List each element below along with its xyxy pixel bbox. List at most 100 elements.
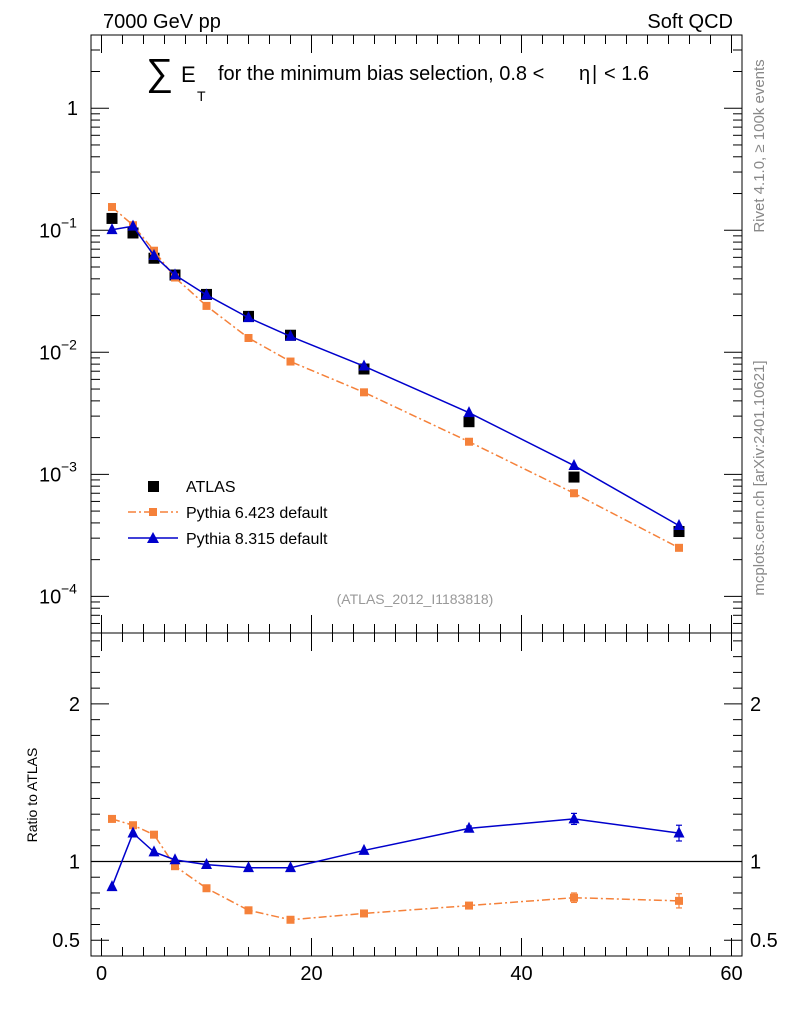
title-tail: < 1.6 — [604, 63, 649, 85]
ratio-x-tick-label: 0 — [96, 963, 107, 985]
ratio-y-tick-label-right: 2 — [750, 694, 761, 716]
legend-marker-atlas — [148, 481, 159, 492]
ratio-point-pythia6 — [465, 901, 473, 910]
ratio-panel-frame — [90, 632, 743, 957]
ratio-y-tick-label: 1 — [69, 851, 80, 873]
ratio-point-pythia6 — [360, 909, 368, 918]
main-y-tick-label-exp: −4 — [61, 580, 77, 596]
data-point-pythia8 — [673, 519, 685, 531]
mcplots-label: mcplots.cern.ch [arXiv:2401.10621] — [751, 360, 768, 595]
main-y-tick-label-base: 10 — [39, 464, 61, 486]
data-point-atlas — [463, 416, 475, 428]
main-y-tick-label-exp: −2 — [61, 336, 77, 352]
ratio-point-pythia6 — [570, 893, 578, 902]
data-point-atlas — [106, 212, 118, 224]
category-label: Soft QCD — [647, 11, 733, 33]
ratio-point-pythia8 — [673, 826, 685, 838]
ratio-y-label: Ratio to ATLAS — [24, 748, 40, 843]
data-point-pythia6 — [465, 437, 473, 446]
data-point-pythia8 — [243, 311, 254, 323]
ratio-point-pythia6 — [675, 896, 683, 905]
legend-label-pythia8: Pythia 8.315 default — [186, 531, 328, 548]
ratio-point-pythia6 — [171, 862, 179, 871]
ratio-point-pythia6 — [150, 830, 158, 839]
main-y-tick-label-base: 10 — [39, 586, 61, 608]
data-point-pythia6 — [202, 301, 211, 310]
main-x-axis — [101, 35, 732, 633]
ratio-point-pythia6 — [202, 884, 211, 893]
data-point-pythia6 — [675, 543, 683, 552]
analysis-watermark: (ATLAS_2012_I1183818) — [337, 591, 494, 607]
ratio-point-pythia8 — [169, 853, 181, 865]
data-point-pythia6 — [244, 333, 253, 342]
ratio-x-tick-label: 40 — [510, 963, 532, 985]
ratio-x-tick-label: 60 — [720, 963, 742, 985]
ratio-point-pythia6 — [108, 814, 116, 823]
data-point-pythia8 — [148, 249, 160, 261]
main-y-tick-label-base: 10 — [39, 220, 61, 242]
data-point-pythia6 — [108, 203, 116, 212]
ratio-point-pythia6 — [286, 915, 295, 924]
legend-label-pythia6: Pythia 6.423 default — [186, 505, 328, 522]
title-subscript-t: T — [197, 88, 206, 104]
data-point-pythia6 — [360, 388, 368, 397]
series-line-pythia6 — [111, 206, 680, 549]
legend-marker-pythia6 — [149, 508, 157, 516]
data-point-pythia8 — [285, 329, 296, 341]
main-y-tick-label-exp: −3 — [61, 458, 77, 474]
ratio-point-pythia8 — [568, 812, 580, 824]
main-y-tick-label: 1 — [67, 98, 78, 120]
data-point-pythia8 — [169, 268, 181, 280]
ratio-point-pythia8 — [358, 843, 370, 855]
data-point-atlas — [568, 471, 580, 483]
data-point-pythia8 — [568, 458, 580, 470]
main-y-axis: 110−110−210−310−4 — [39, 49, 742, 624]
title-eta: η — [579, 63, 590, 85]
legend-entry-pythia8: Pythia 8.315 default — [128, 531, 328, 548]
ratio-point-pythia8 — [106, 880, 118, 892]
data-point-pythia8 — [463, 406, 475, 418]
ratio-x-axis: 0 20 40 60 — [96, 633, 743, 985]
ratio-y-tick-label: 2 — [69, 694, 80, 716]
ratio-x-tick-label: 20 — [300, 963, 322, 985]
legend-label-atlas: ATLAS — [186, 479, 236, 496]
ratio-y-tick-label: 0.5 — [52, 930, 80, 952]
ratio-point-pythia8 — [463, 821, 475, 833]
ratio-point-pythia6 — [129, 821, 137, 830]
ratio-point-pythia8 — [127, 826, 139, 838]
ratio-line-pythia8 — [111, 818, 680, 887]
data-point-pythia8 — [127, 219, 139, 231]
legend-entry-pythia6: Pythia 6.423 default — [128, 505, 328, 522]
rivet-version-label: Rivet 4.1.0, ≥ 100k events — [751, 59, 768, 232]
title-e-letter: E — [181, 62, 196, 87]
main-y-tick-label-base: 10 — [39, 342, 61, 364]
title-abs-bar: | — [592, 63, 597, 85]
title-sum-symbol: ∑ — [146, 52, 173, 94]
data-point-pythia6 — [286, 357, 295, 366]
ratio-line-pythia6 — [111, 818, 680, 921]
legend: ATLAS Pythia 6.423 default Pythia 8.315 … — [128, 479, 328, 548]
data-point-pythia6 — [570, 489, 578, 498]
legend-entry-atlas: ATLAS — [148, 479, 236, 496]
ratio-point-pythia8 — [148, 845, 160, 857]
ratio-point-pythia8 — [201, 858, 212, 870]
main-title: ∑ E T for the minimum bias selection, 0.… — [146, 52, 649, 104]
data-point-pythia8 — [358, 359, 370, 371]
ratio-point-pythia8 — [285, 861, 296, 873]
data-point-pythia8 — [106, 223, 118, 235]
main-y-tick-label-exp: −1 — [61, 214, 77, 230]
data-point-atlas — [673, 526, 685, 538]
ratio-y-tick-label-right: 0.5 — [750, 930, 778, 952]
ratio-series-layer — [106, 812, 685, 924]
data-point-pythia8 — [201, 288, 212, 300]
ratio-y-axis: 0.5 0.5 1 1 2 2 — [52, 640, 778, 957]
ratio-point-pythia8 — [243, 861, 254, 873]
title-text: for the minimum bias selection, 0.8 < — [218, 63, 544, 85]
legend-marker-pythia8 — [147, 532, 159, 543]
ratio-y-tick-label-right: 1 — [750, 851, 761, 873]
main-series-layer — [106, 203, 685, 552]
ratio-point-pythia6 — [244, 906, 253, 915]
data-point-atlas — [127, 227, 139, 239]
energy-label: 7000 GeV pp — [103, 11, 221, 33]
